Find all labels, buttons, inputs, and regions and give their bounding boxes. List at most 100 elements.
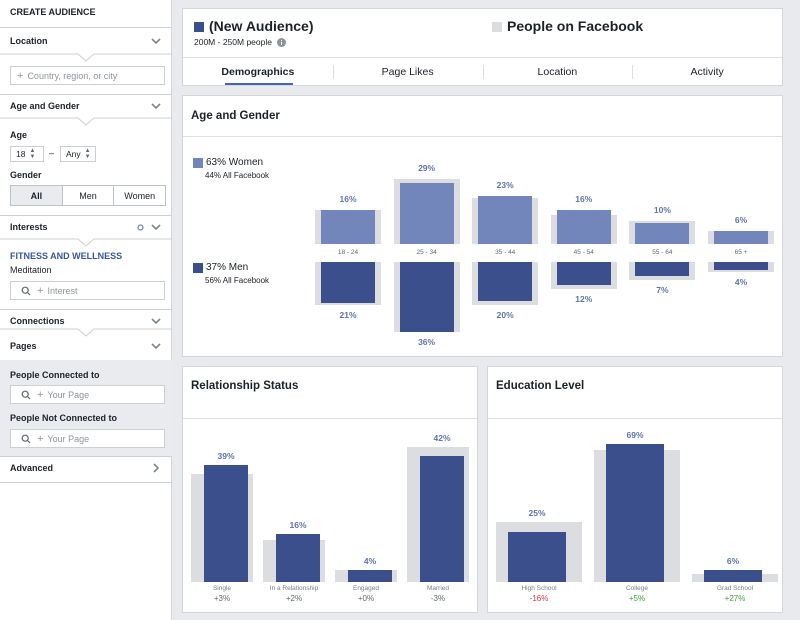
location-label: Location bbox=[10, 36, 48, 46]
men-color-swatch bbox=[193, 263, 203, 273]
delta-label: -3% bbox=[430, 594, 446, 603]
card-divider bbox=[183, 418, 477, 419]
interests-header[interactable]: Interests bbox=[0, 215, 172, 239]
connections-header[interactable]: Connections bbox=[0, 309, 172, 333]
men-value-label: 4% bbox=[734, 276, 748, 287]
connected-page-input[interactable]: + Your Page bbox=[10, 385, 165, 404]
category-label: Single bbox=[212, 585, 232, 592]
value-label: 16% bbox=[289, 520, 307, 530]
location-input[interactable]: + Country, region, or city bbox=[10, 66, 165, 85]
chevron-down-icon bbox=[151, 343, 161, 350]
pages-header[interactable]: Pages bbox=[0, 334, 172, 358]
interests-label: Interests bbox=[10, 222, 48, 232]
age-gender-section: Age and Gender bbox=[0, 94, 172, 118]
women-value-label: 6% bbox=[734, 215, 748, 226]
tab-demographics[interactable]: Demographics bbox=[183, 58, 333, 85]
gender-women-button[interactable]: Women bbox=[114, 186, 166, 205]
men-value-label: 12% bbox=[575, 294, 593, 305]
gender-all-button[interactable]: All bbox=[11, 186, 63, 205]
age-min-select[interactable]: 18 ▲ ▼ bbox=[10, 146, 44, 162]
audience-color-swatch bbox=[194, 22, 204, 32]
men-value-label: 21% bbox=[339, 309, 357, 320]
men-value-label: 7% bbox=[656, 284, 669, 295]
interest-placeholder: Interest bbox=[47, 285, 78, 296]
age-category-label: 45 - 54 bbox=[573, 249, 594, 256]
gender-men-button[interactable]: Men bbox=[62, 186, 115, 205]
people-not-connected-label: People Not Connected to bbox=[10, 413, 118, 423]
advanced-section: Advanced bbox=[0, 456, 172, 480]
age-gender-title: Age and Gender bbox=[191, 110, 280, 122]
interest-item[interactable]: Meditation bbox=[10, 265, 52, 275]
chevron-down-icon bbox=[151, 318, 161, 325]
delta-label: +0% bbox=[357, 594, 375, 603]
gender-label: Gender bbox=[10, 170, 42, 180]
tab-activity[interactable]: Activity bbox=[632, 58, 782, 85]
value-bar bbox=[704, 570, 762, 582]
card-divider bbox=[183, 136, 782, 137]
section-divider bbox=[0, 117, 172, 126]
compare-color-swatch bbox=[492, 22, 502, 32]
divider bbox=[0, 309, 172, 310]
value-bar bbox=[276, 534, 320, 582]
value-bar bbox=[420, 456, 464, 582]
category-label: College bbox=[625, 585, 649, 592]
info-icon[interactable] bbox=[276, 37, 286, 47]
age-category-label: 18 - 24 bbox=[337, 249, 359, 256]
value-bar bbox=[508, 532, 566, 582]
men-bar bbox=[635, 262, 690, 276]
chevron-right-icon bbox=[153, 463, 160, 473]
location-section: Location bbox=[0, 29, 172, 53]
audience-size-text: 200M - 250M people bbox=[194, 37, 272, 47]
not-connected-page-placeholder: Your Page bbox=[47, 433, 90, 444]
tab-page-likes[interactable]: Page Likes bbox=[332, 58, 483, 85]
connections-section: Connections bbox=[0, 309, 172, 333]
delta-label: -16% bbox=[529, 594, 549, 603]
plus-icon: + bbox=[17, 69, 24, 82]
age-gender-header[interactable]: Age and Gender bbox=[0, 94, 172, 118]
pages-section: Pages bbox=[0, 334, 172, 358]
age-category-label: 25 - 34 bbox=[416, 249, 437, 256]
tab-location[interactable]: Location bbox=[482, 58, 633, 85]
advanced-label: Advanced bbox=[10, 463, 54, 473]
delta-label: +3% bbox=[213, 594, 231, 603]
value-bar bbox=[348, 570, 392, 582]
women-value-label: 16% bbox=[575, 194, 593, 205]
age-category-label: 55 - 64 bbox=[652, 249, 673, 256]
location-header[interactable]: Location bbox=[0, 29, 172, 53]
divider bbox=[0, 482, 172, 483]
gender-toggle: All Men Women bbox=[10, 185, 166, 206]
advanced-header[interactable]: Advanced bbox=[0, 456, 172, 480]
chevron-down-icon bbox=[151, 103, 161, 110]
search-icon bbox=[21, 390, 31, 399]
divider bbox=[0, 94, 172, 95]
audience-header-card: (New Audience) 200M - 250M people People… bbox=[182, 8, 783, 86]
age-category-label: 35 - 44 bbox=[495, 249, 516, 256]
audience-size: 200M - 250M people bbox=[194, 37, 286, 47]
women-value-label: 10% bbox=[653, 204, 671, 215]
audience-title: (New Audience) bbox=[209, 18, 314, 34]
section-divider bbox=[0, 53, 172, 62]
info-dot-icon bbox=[137, 224, 144, 230]
women-value-label: 23% bbox=[496, 179, 514, 190]
value-bar bbox=[606, 444, 664, 582]
age-min-value: 18 bbox=[16, 149, 26, 159]
men-bar bbox=[478, 262, 533, 301]
not-connected-page-input[interactable]: + Your Page bbox=[10, 429, 165, 448]
women-bar bbox=[714, 231, 768, 244]
compare-title: People on Facebook bbox=[507, 18, 644, 34]
age-max-value: Any bbox=[66, 149, 81, 159]
interest-input[interactable]: + Interest bbox=[10, 281, 165, 300]
women-color-swatch bbox=[193, 158, 203, 168]
age-dash: – bbox=[49, 148, 55, 158]
men-legend: 37% Men bbox=[206, 262, 249, 273]
section-divider bbox=[0, 238, 172, 247]
interest-category: FITNESS AND WELLNESS bbox=[10, 251, 123, 261]
value-label: 39% bbox=[217, 451, 235, 461]
men-bar bbox=[714, 262, 768, 270]
updown-icon: ▲ ▼ bbox=[29, 148, 36, 160]
age-max-select[interactable]: Any ▲ ▼ bbox=[60, 146, 96, 162]
value-label: 6% bbox=[726, 556, 740, 566]
value-label: 4% bbox=[363, 556, 377, 566]
men-value-label: 20% bbox=[496, 309, 514, 320]
women-bar bbox=[478, 195, 533, 244]
